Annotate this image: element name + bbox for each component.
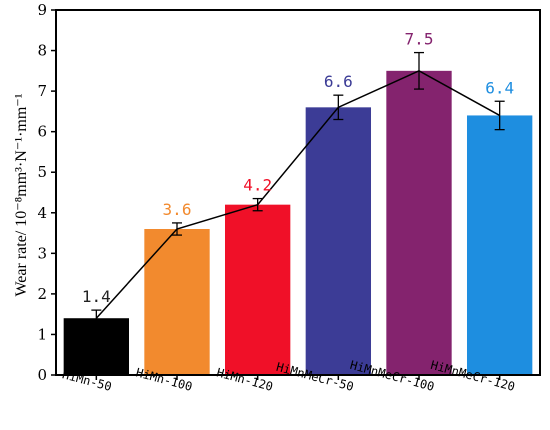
data-label: 1.4 — [82, 287, 111, 306]
y-tick-label: 9 — [37, 1, 47, 19]
data-label: 6.4 — [485, 78, 514, 97]
y-tick-label: 1 — [37, 325, 47, 343]
data-label: 6.6 — [324, 72, 353, 91]
plot-frame — [55, 9, 541, 376]
bar-himnmecr-120 — [466, 115, 533, 375]
bar-himnmecr-50 — [305, 107, 372, 375]
trend-line — [95, 69, 501, 319]
y-tick-label: 0 — [37, 366, 47, 384]
data-label: 4.2 — [243, 176, 272, 195]
y-tick-label: 2 — [37, 285, 47, 303]
y-tick-label: 5 — [37, 163, 47, 181]
bar-himn-50 — [63, 318, 130, 375]
y-tick-label: 3 — [37, 244, 47, 262]
y-tick-label: 4 — [37, 204, 47, 222]
y-axis-title: Wear rate/ 10⁻⁸mm³·N⁻¹·mm⁻¹ — [13, 93, 30, 296]
y-tick-label: 8 — [37, 42, 47, 60]
data-label: 3.6 — [163, 200, 192, 219]
bar-himn-100 — [144, 229, 210, 375]
y-tick-label: 7 — [37, 82, 47, 100]
bar-himnmecr-100 — [386, 70, 452, 375]
bar-himn-120 — [224, 204, 291, 375]
data-label: 7.5 — [405, 30, 434, 49]
y-tick-label: 6 — [37, 123, 47, 141]
